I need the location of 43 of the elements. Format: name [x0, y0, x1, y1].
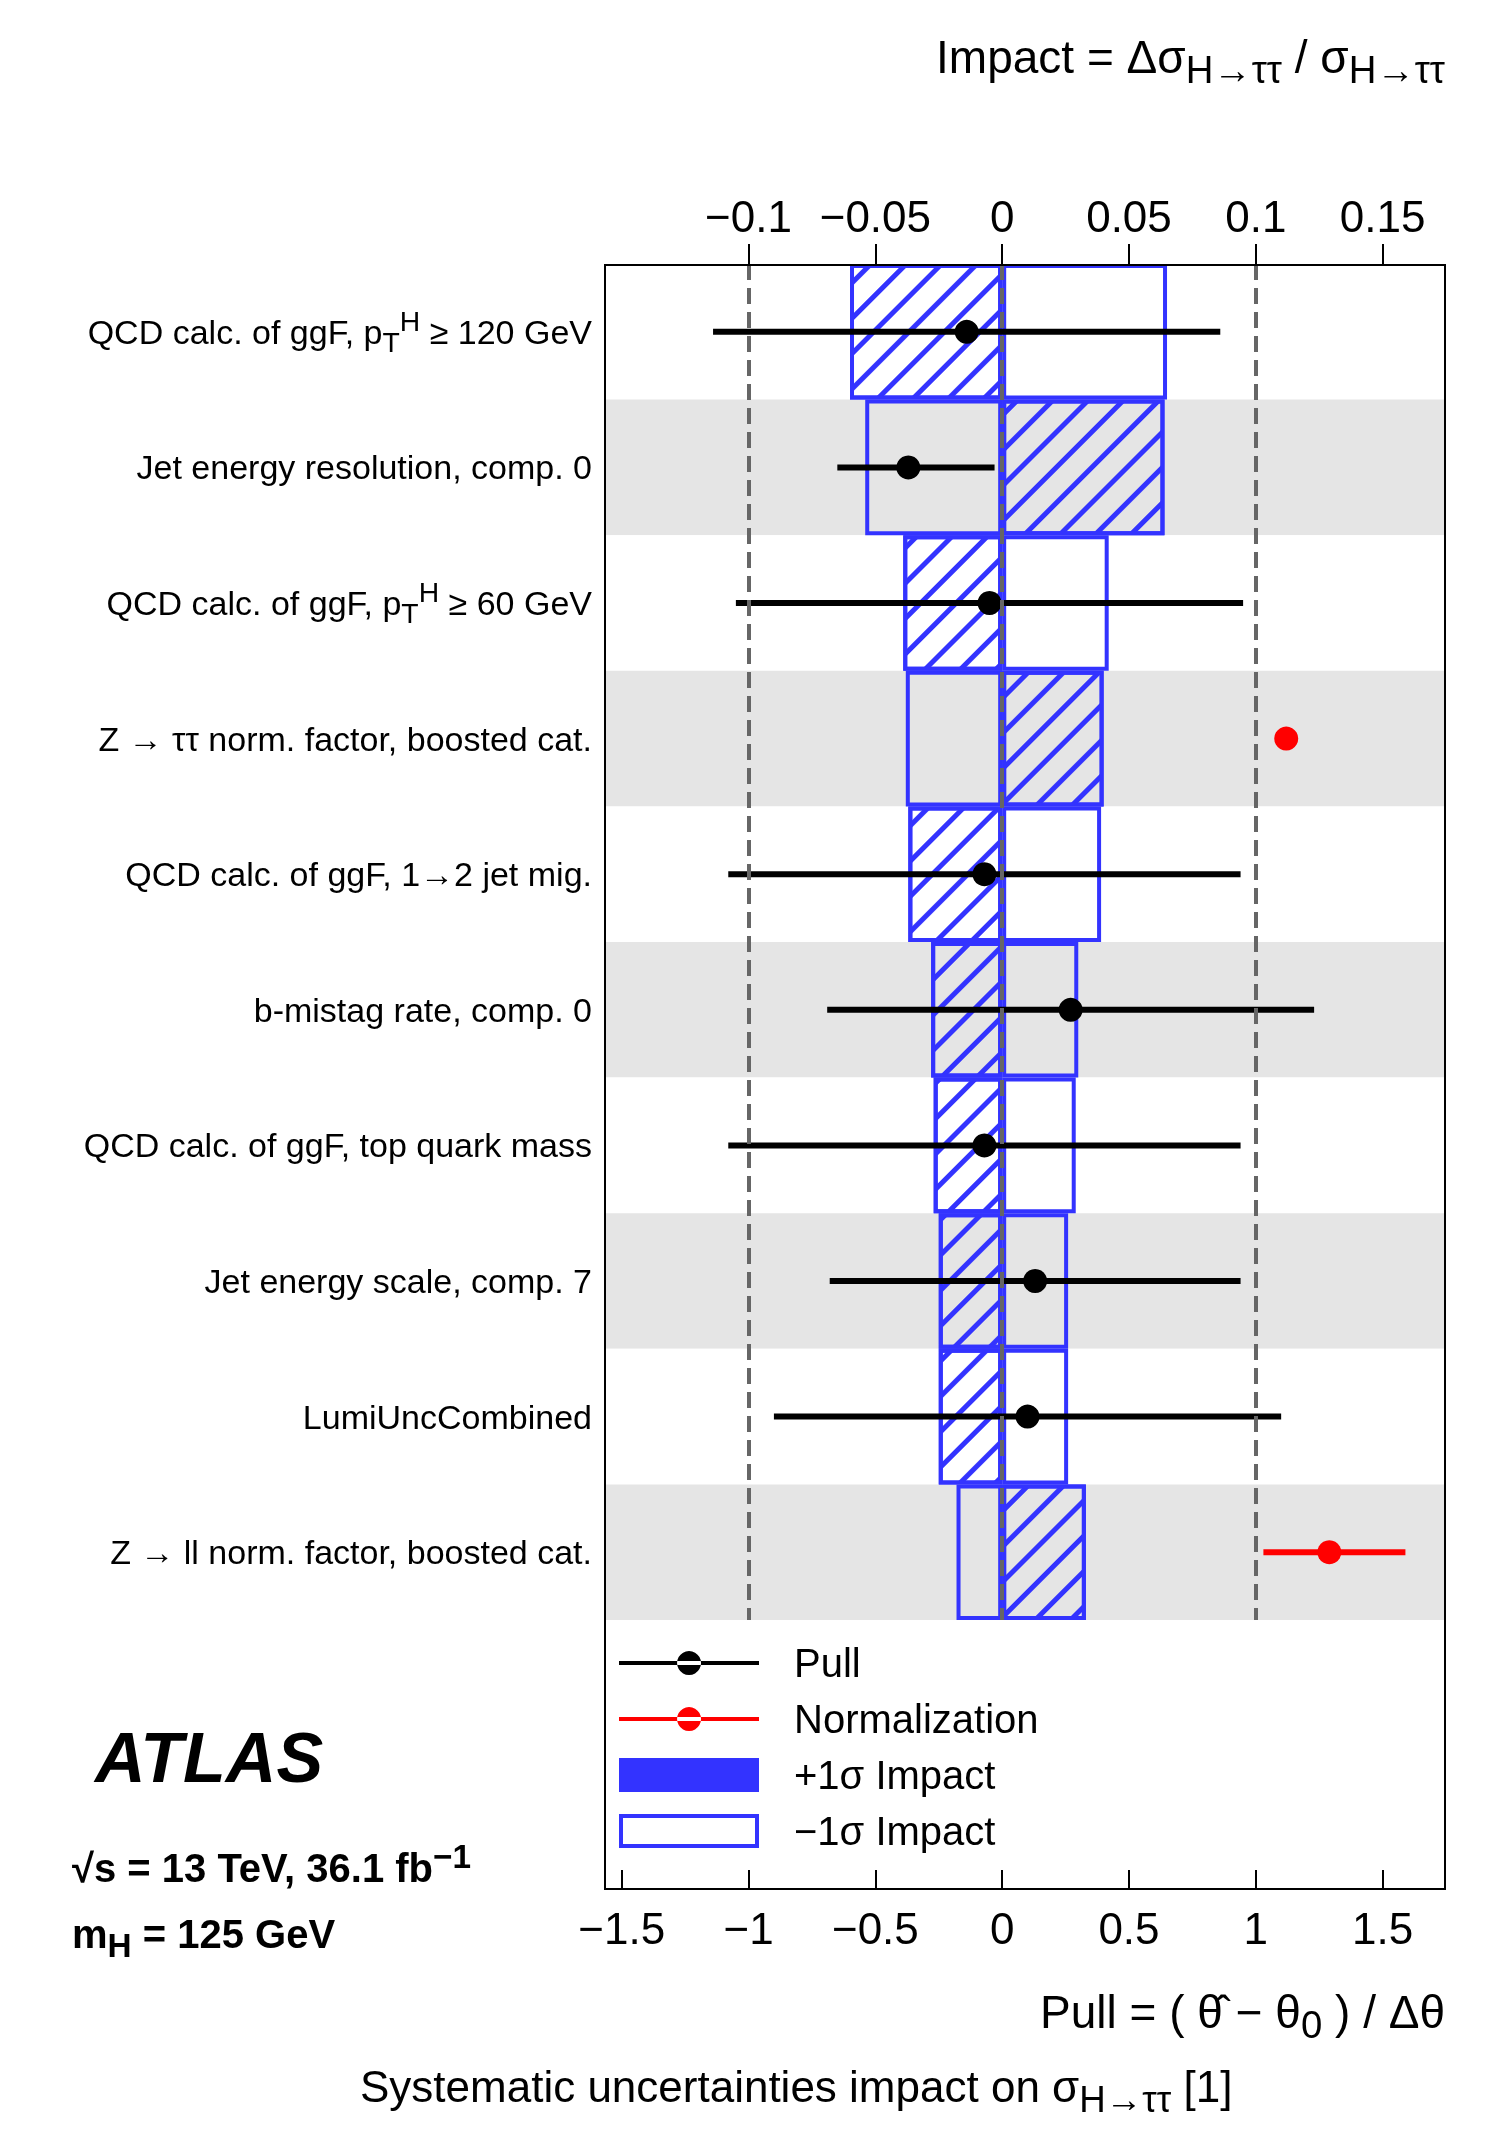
x2-tick-label: 0.05	[1086, 191, 1172, 241]
y-tick-label: LumiUncCombined	[302, 1397, 592, 1437]
x-tick-label: 0.5	[1098, 1903, 1160, 1953]
point	[954, 319, 979, 344]
x2-tick-label: −0.05	[819, 191, 932, 241]
y-tick-label: QCD calc. of ggF, p$_{T}$$^{H}$ ≥ 60 GeV	[106, 576, 592, 630]
y-tick-label: QCD calc. of ggF, 1→2 jet mig.	[125, 854, 592, 894]
x-tick-label: 1	[1243, 1903, 1269, 1953]
y-tick-label: Jet energy scale, comp. 7	[204, 1261, 592, 1301]
point	[896, 455, 921, 480]
x-tick-label: −1.5	[578, 1903, 666, 1953]
y-tick-label: Jet energy resolution, comp. 0	[136, 447, 592, 487]
y-tick-label: b-mistag rate, comp. 0	[253, 990, 592, 1030]
legend-label: Normalization	[794, 1697, 1039, 1741]
point	[972, 862, 997, 887]
y-tick-label: QCD calc. of ggF, top quark mass	[83, 1125, 592, 1165]
x-axis-title: Pull = ( θ̂ − θ$_{0}$ ) / Δθ	[1040, 1985, 1445, 2048]
point	[1317, 1540, 1342, 1565]
x-tick-label: 1.5	[1352, 1903, 1414, 1953]
point	[1015, 1404, 1040, 1429]
text: m$_{H}$ = 125 GeV	[72, 1912, 336, 1965]
x-tick-label: −0.5	[831, 1903, 919, 1953]
x2-tick-label: 0.15	[1339, 191, 1426, 241]
legend-label: +1σ Impact	[794, 1753, 996, 1797]
point	[972, 1133, 997, 1158]
legend-label: Pull	[794, 1641, 861, 1685]
x2-tick-label: −0.1	[705, 191, 792, 241]
x2-tick-label: 0	[989, 191, 1015, 241]
x2-axis-title: Impact = Δσ$_{H→ττ}$ / σ$_{H→ττ}$	[936, 30, 1445, 93]
y-tick-label: Z → ττ norm. factor, boosted cat.	[98, 719, 592, 759]
text: ATLAS	[95, 1718, 324, 1798]
point	[1058, 997, 1083, 1022]
legend-label: −1σ Impact	[794, 1809, 996, 1853]
y-tick-label: Z → ll norm. factor, boosted cat.	[110, 1532, 592, 1572]
x-tick-label: 0	[989, 1903, 1015, 1953]
point	[1274, 726, 1299, 751]
text: √s = 13 TeV, 36.1 fb$^{−1}$	[72, 1838, 472, 1892]
text: Systematic uncertainties impact on σ$_{H→ττ}$ [1]	[360, 2062, 1233, 2121]
y-tick-label: QCD calc. of ggF, p$_{T}$$^{H}$ ≥ 120 GeV	[87, 305, 592, 359]
point	[977, 591, 1002, 615]
point	[1023, 1269, 1048, 1293]
x2-tick-label: 0.1	[1225, 191, 1287, 241]
x-tick-label: −1	[723, 1903, 774, 1953]
